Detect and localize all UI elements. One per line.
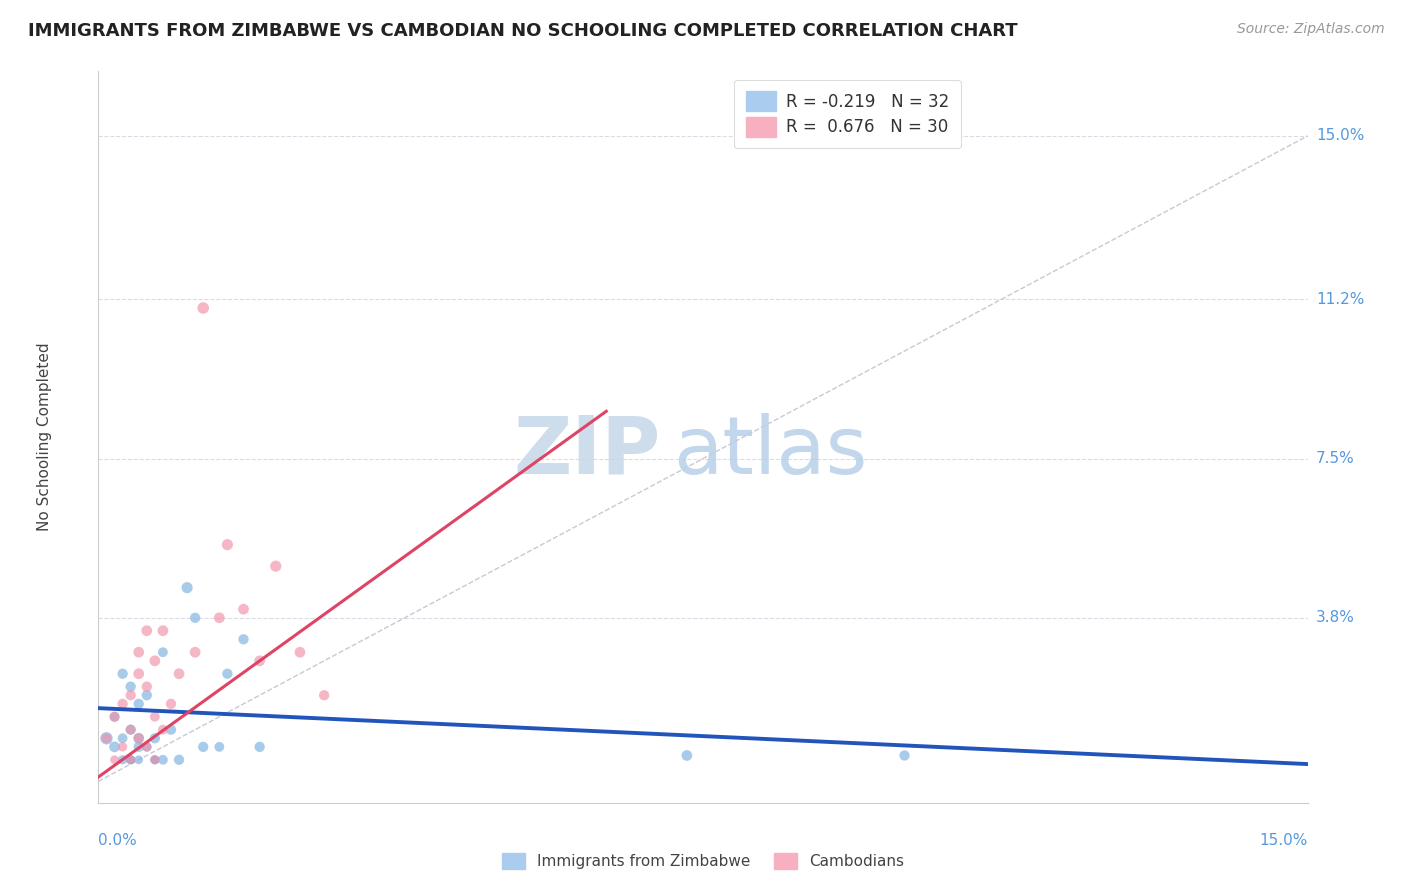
Point (160, 723, 183, 737)
Point (111, 697, 134, 711)
Text: Source: ZipAtlas.com: Source: ZipAtlas.com (1237, 22, 1385, 37)
Point (288, 645, 311, 659)
Point (208, 611, 231, 625)
Point (120, 723, 142, 737)
Point (143, 753, 166, 767)
Point (103, 753, 125, 767)
Point (111, 731, 134, 746)
Point (128, 731, 150, 746)
Text: No Schooling Completed: No Schooling Completed (37, 343, 52, 532)
Point (167, 753, 190, 767)
Point (135, 624, 157, 638)
Point (217, 538, 239, 552)
Point (232, 602, 254, 616)
Point (893, 748, 915, 763)
Point (249, 739, 271, 754)
Legend: R = -0.219   N = 32, R =  0.676   N = 30: R = -0.219 N = 32, R = 0.676 N = 30 (734, 79, 960, 148)
Point (128, 739, 150, 754)
Point (128, 731, 150, 746)
Point (120, 753, 142, 767)
Point (111, 753, 134, 767)
Point (128, 753, 150, 767)
Point (264, 559, 287, 574)
Point (193, 301, 215, 315)
Text: 7.5%: 7.5% (1316, 451, 1354, 467)
Text: atlas: atlas (672, 413, 868, 491)
Legend: Immigrants from Zimbabwe, Cambodians: Immigrants from Zimbabwe, Cambodians (496, 847, 910, 875)
Text: ZIP: ZIP (513, 413, 661, 491)
Point (120, 680, 142, 694)
Point (128, 645, 150, 659)
Point (167, 666, 190, 681)
Point (128, 666, 150, 681)
Point (176, 581, 198, 595)
Point (96, 731, 118, 746)
Text: 0.0%: 0.0% (98, 833, 138, 848)
Point (128, 697, 150, 711)
Text: 15.0%: 15.0% (1316, 128, 1364, 144)
Point (135, 739, 157, 754)
Point (120, 688, 142, 702)
Point (676, 748, 699, 763)
Point (135, 680, 157, 694)
Point (249, 654, 271, 668)
Point (143, 753, 166, 767)
Point (152, 645, 174, 659)
Point (152, 753, 174, 767)
Point (143, 731, 166, 746)
Point (143, 710, 166, 724)
Point (160, 697, 183, 711)
Point (111, 739, 134, 754)
Point (96, 731, 118, 746)
Point (208, 739, 231, 754)
Point (143, 753, 166, 767)
Point (314, 688, 336, 702)
Point (143, 654, 166, 668)
Point (120, 753, 142, 767)
Text: 15.0%: 15.0% (1260, 833, 1308, 848)
Point (184, 645, 207, 659)
Point (111, 666, 134, 681)
Point (103, 710, 125, 724)
Point (103, 710, 125, 724)
Point (120, 723, 142, 737)
Point (193, 739, 215, 754)
Text: IMMIGRANTS FROM ZIMBABWE VS CAMBODIAN NO SCHOOLING COMPLETED CORRELATION CHART: IMMIGRANTS FROM ZIMBABWE VS CAMBODIAN NO… (28, 22, 1018, 40)
Point (217, 666, 239, 681)
Point (184, 611, 207, 625)
Point (135, 739, 157, 754)
Point (120, 753, 142, 767)
Point (152, 624, 174, 638)
Text: 3.8%: 3.8% (1316, 610, 1355, 625)
Point (135, 688, 157, 702)
Point (152, 723, 174, 737)
Text: 11.2%: 11.2% (1316, 292, 1364, 307)
Point (232, 632, 254, 647)
Point (103, 739, 125, 754)
